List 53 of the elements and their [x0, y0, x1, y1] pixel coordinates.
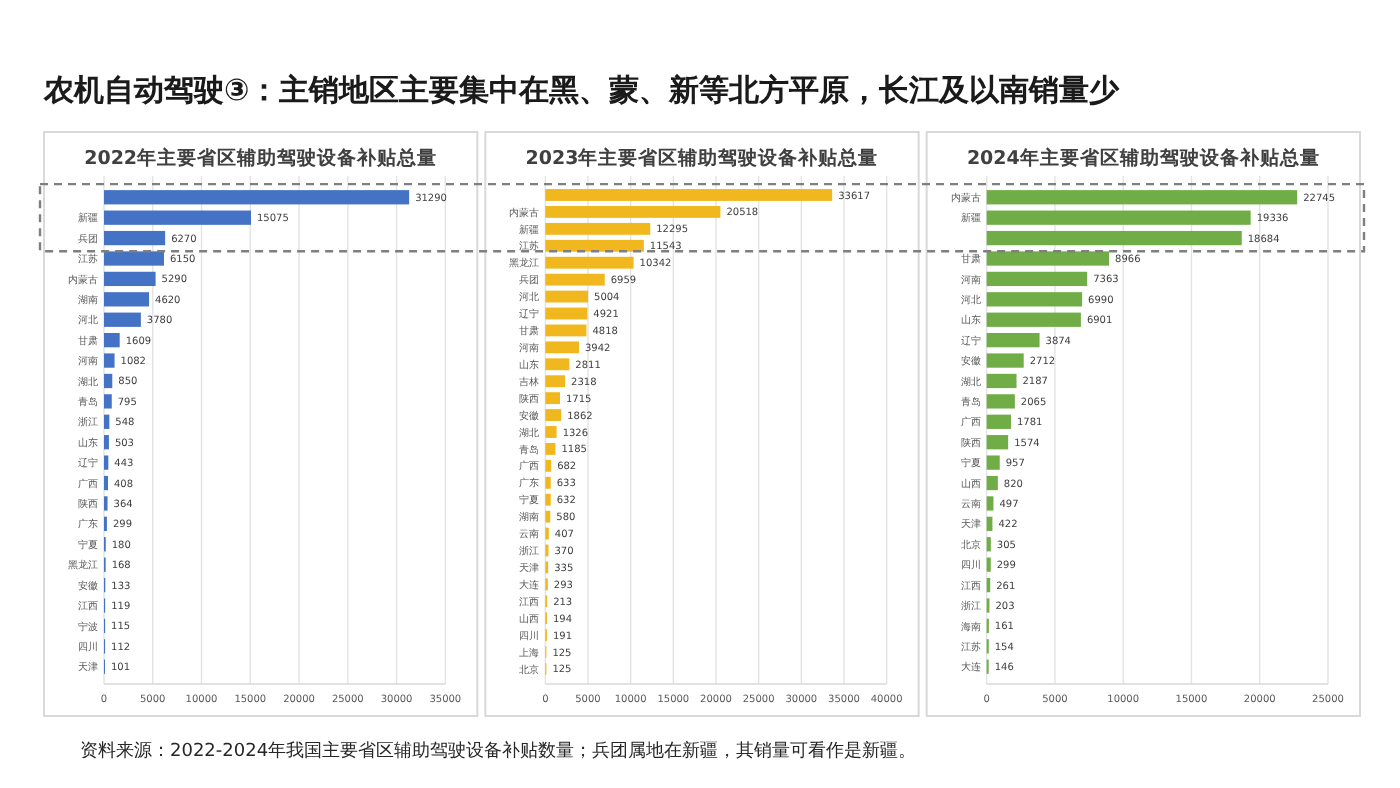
- bar: [104, 333, 120, 348]
- bar: [986, 190, 1298, 205]
- bar: [545, 392, 560, 405]
- bar: [545, 459, 552, 472]
- bar: [986, 271, 1088, 287]
- bar: [545, 290, 589, 303]
- bar: [545, 493, 551, 506]
- bar: [104, 394, 112, 409]
- bar: [986, 455, 1000, 470]
- bar: [104, 373, 113, 389]
- bar: [104, 230, 166, 246]
- bar: [986, 373, 1017, 389]
- text: 农机自动驾驶③：主销地区主要集中在黑、蒙、新等北方平原，长江及以南销量少: [42, 72, 1122, 108]
- bar: [545, 189, 833, 201]
- bar: [545, 256, 634, 269]
- bar: [104, 414, 110, 429]
- bar: [545, 443, 556, 455]
- bar: [545, 358, 570, 371]
- bar: [986, 496, 994, 511]
- bar: [545, 476, 551, 489]
- bar: [986, 435, 1009, 450]
- bar: [545, 239, 644, 252]
- bar: [104, 312, 141, 327]
- bar: [986, 312, 1081, 327]
- bar: [104, 190, 410, 205]
- bar: [545, 222, 651, 235]
- bar: [545, 206, 721, 218]
- bar: [986, 475, 998, 491]
- bar: [104, 251, 164, 266]
- bar: [545, 409, 562, 421]
- bar: [545, 307, 588, 320]
- bar: [104, 271, 156, 287]
- bar: [986, 353, 1024, 368]
- bar: [986, 333, 1040, 348]
- bar: [545, 273, 605, 286]
- chart-title: 2023年主要省区辅助驾驶设备补贴总量: [525, 146, 879, 170]
- bar: [986, 230, 1242, 246]
- chart-title: 2024年主要省区辅助驾驶设备补贴总量: [966, 146, 1320, 170]
- bar: [986, 292, 1083, 307]
- bar: [545, 426, 557, 438]
- bar: [545, 510, 551, 523]
- bar: [104, 210, 252, 225]
- chart-title: 2022年主要省区辅助驾驶设备补贴总量: [84, 146, 438, 170]
- bar: [545, 341, 579, 354]
- bar: [104, 292, 150, 307]
- bar: [545, 375, 566, 388]
- bar: [986, 251, 1110, 266]
- bar: [986, 394, 1015, 409]
- bar: [545, 324, 587, 337]
- bar: [104, 353, 115, 368]
- bar: [986, 210, 1251, 225]
- text: 资料来源：2022-2024年我国主要省区辅助驾驶设备补贴数量；兵团属地在新疆，其销量可看作是新疆。: [80, 740, 917, 762]
- bar: [986, 414, 1011, 429]
